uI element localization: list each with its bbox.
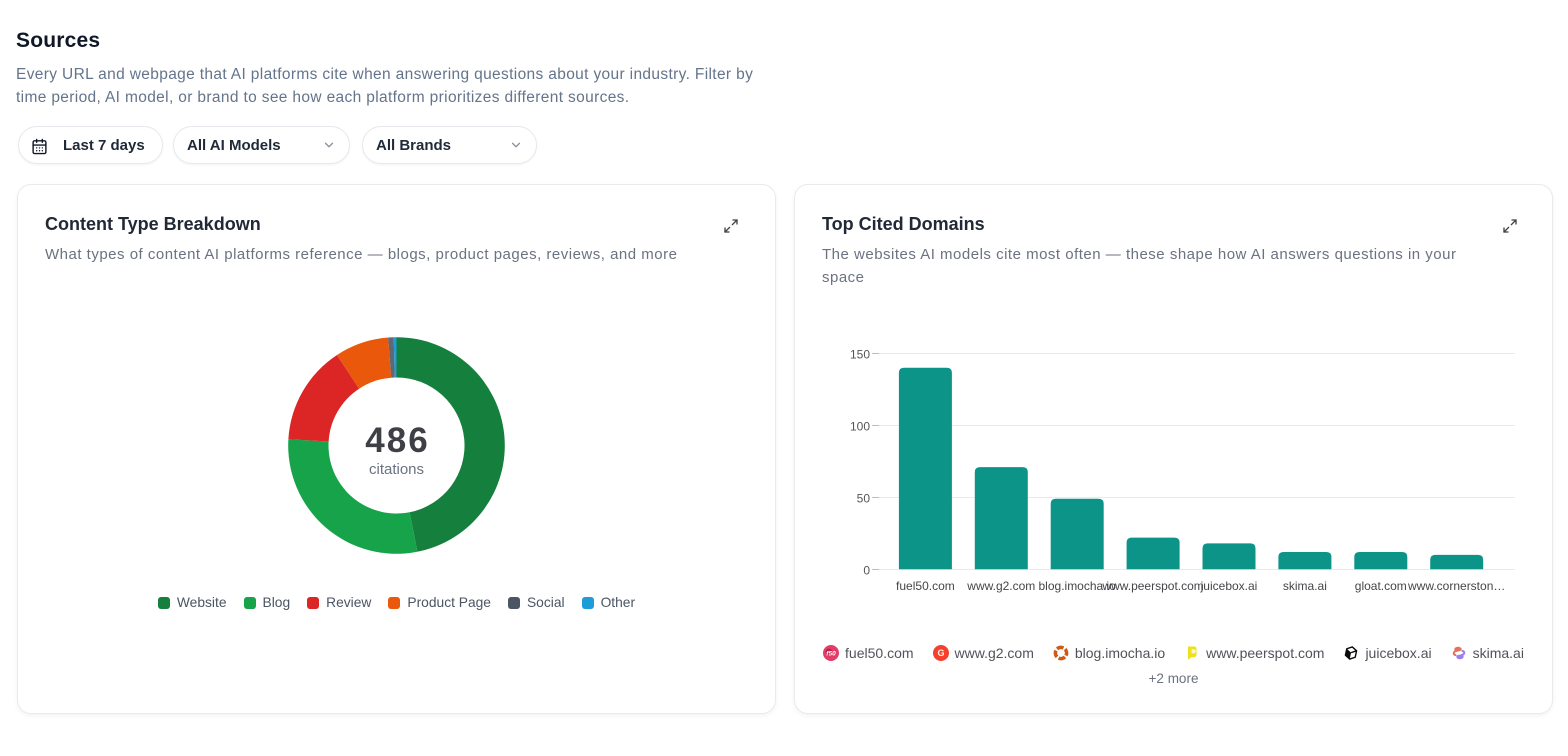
svg-text:f50: f50 <box>826 651 836 658</box>
svg-text:G: G <box>937 648 944 658</box>
